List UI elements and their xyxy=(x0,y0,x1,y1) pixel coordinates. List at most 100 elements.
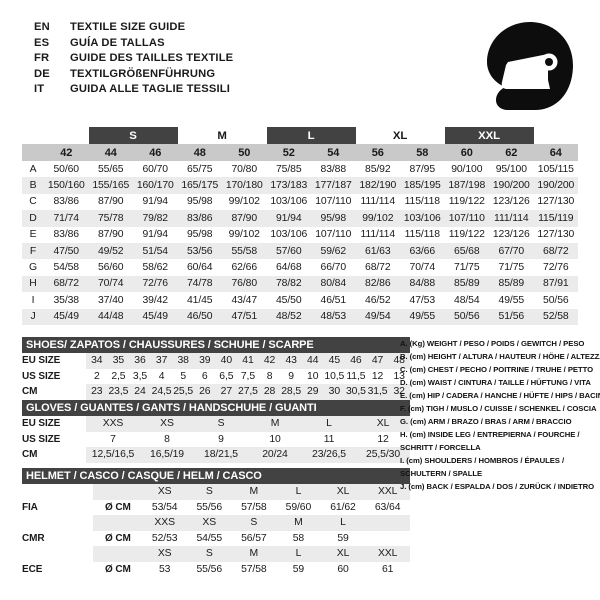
table-row: C 83/86 87/90 91/94 95/98 99/102 103/106 107/11… xyxy=(22,193,579,211)
size-cell: 10 xyxy=(301,368,324,384)
size-cell: XXS xyxy=(86,416,140,432)
measurement-cell: 95/98 xyxy=(177,193,222,211)
size-cell: 40 xyxy=(215,353,238,369)
unit-cell: Ø CM xyxy=(93,499,143,515)
measurement-cell: 47/51 xyxy=(222,308,267,325)
measurement-cell: 119/122 xyxy=(444,193,490,211)
size-number-cell: 64 xyxy=(533,144,579,161)
size-cell: 47 xyxy=(366,353,389,369)
helmet-table: HELMET / CASCO / CASQUE / HELM / CASCO XS… xyxy=(22,468,410,577)
row-label-empty xyxy=(22,515,94,531)
measurement-cell: 80/84 xyxy=(311,275,356,293)
measurement-cell: 187/198 xyxy=(444,177,490,194)
size-cell: 34 xyxy=(86,353,108,369)
measurement-table: S M L XL XXL 42 44 46 48 50 52 54 56 58 60 62 64 A 50/60… xyxy=(22,127,579,325)
table-row: H 68/72 70/74 72/76 74/78 76/80 78/82 80/84 82/8… xyxy=(22,275,579,293)
size-band-xl: XL xyxy=(355,127,445,144)
section-header-label: HELMET / CASCO / CASQUE / HELM / CASCO xyxy=(22,468,410,484)
measurement-cell: 182/190 xyxy=(355,177,401,194)
table-row: F 47/50 49/52 51/54 53/56 55/58 57/60 59/62 61/6… xyxy=(22,242,579,260)
measurement-cell: 107/110 xyxy=(311,193,356,211)
size-cell: 41 xyxy=(237,353,259,369)
size-cell: 25,5 xyxy=(172,384,194,400)
unit-cell: Ø CM xyxy=(93,530,143,546)
racing-helmet-icon xyxy=(478,18,582,118)
measurement-cell: 58/62 xyxy=(133,259,178,276)
measurement-cell: 65/75 xyxy=(177,161,222,178)
size-number-cell: 48 xyxy=(177,144,222,161)
section-header-row: SHOES/ ZAPATOS / CHAUSSURES / SCHUHE / S… xyxy=(22,337,411,353)
measurement-cell: 70/74 xyxy=(400,259,445,276)
measurement-cell: 55/58 xyxy=(222,242,267,260)
helmet-size-cell xyxy=(365,515,410,531)
measurement-cell: 105/115 xyxy=(533,161,579,178)
row-label: EU SIZE xyxy=(22,353,86,369)
measurement-cell: 83/86 xyxy=(44,193,89,211)
size-cell: 2 xyxy=(86,368,108,384)
size-cell: 11 xyxy=(302,431,356,447)
table-row: CM 23 23,5 24 24,5 25,5 26 27 27,5 28 28,5 29 30 30,5… xyxy=(22,384,411,400)
measurement-cell: 68/72 xyxy=(355,259,401,276)
helmet-value-cell: 52/53 xyxy=(142,530,187,546)
measurement-cell: 95/98 xyxy=(177,226,222,243)
size-number-cell: 62 xyxy=(489,144,534,161)
legend-item-b: B. (cm) HEIGHT / ALTURA / HAUTEUR / HÖHE… xyxy=(400,352,600,361)
table-row: D 71/74 75/78 79/82 83/86 87/90 91/94 95/98 99/1… xyxy=(22,210,579,227)
measurement-cell: 72/76 xyxy=(133,275,178,293)
size-cell: 8 xyxy=(140,431,194,447)
row-key-f: F xyxy=(22,242,44,260)
measurement-cell: 50/60 xyxy=(44,161,89,178)
size-cell: 11,5 xyxy=(345,368,367,384)
measurement-cell: 43/47 xyxy=(222,292,267,309)
size-cell: 10 xyxy=(248,431,302,447)
gloves-table: GLOVES / GUANTES / GANTS / HANDSCHUHE / … xyxy=(22,400,411,463)
measurement-cell: 68/72 xyxy=(533,242,579,260)
helmet-value-cell: 59 xyxy=(320,530,366,546)
measurement-cell: 99/102 xyxy=(222,226,267,243)
helmet-value-cell: 53 xyxy=(142,561,187,577)
measurement-cell: 87/90 xyxy=(222,210,267,227)
size-cell: 35 xyxy=(107,353,130,369)
size-cell: 48 xyxy=(388,353,411,369)
measurement-cell: 190/200 xyxy=(489,177,534,194)
measurement-cell: 177/187 xyxy=(311,177,356,194)
helmet-value-cell: 57/58 xyxy=(231,499,277,515)
standard-label-fia: FIA xyxy=(22,499,94,515)
measurement-cell: 48/52 xyxy=(266,308,312,325)
measurement-cell: 83/88 xyxy=(311,161,356,178)
table-row: E 83/86 87/90 91/94 95/98 99/102 103/106 107/11… xyxy=(22,226,579,243)
table-row: B 150/160 155/165 160/170 165/175 170/180 173/… xyxy=(22,177,579,194)
title-block: EN TEXTILE SIZE GUIDE ES GUÍA DE TALLAS FR GU… xyxy=(34,20,233,98)
title-language-code: EN xyxy=(34,21,50,33)
size-cell: 37 xyxy=(150,353,173,369)
measurement-cell: 76/80 xyxy=(222,275,267,293)
size-band-s: S xyxy=(88,127,178,144)
row-label-empty xyxy=(22,484,94,500)
measurement-cell: 57/60 xyxy=(266,242,312,260)
size-cell: 25,5/30 xyxy=(356,447,411,463)
legend-item-h: H. (cm) INSIDE LEG / ENTREPIERNA / FOURC… xyxy=(400,430,580,452)
measurement-cell: 107/110 xyxy=(444,210,490,227)
size-cell: 36 xyxy=(129,353,151,369)
measurement-cell: 115/118 xyxy=(400,226,445,243)
helmet-size-row: XS S M L XL XXL xyxy=(22,546,410,562)
measurement-cell: 160/170 xyxy=(133,177,178,194)
size-band-m: M xyxy=(177,127,267,144)
measurement-cell: 48/53 xyxy=(311,308,356,325)
measurement-cell: 67/70 xyxy=(489,242,534,260)
measurement-cell: 103/106 xyxy=(266,193,312,211)
size-cell: 46 xyxy=(345,353,367,369)
size-cell: S xyxy=(194,416,248,432)
title-language-code: FR xyxy=(34,52,50,65)
helmet-size-cell: M xyxy=(231,484,277,500)
helmet-value-cell: 58 xyxy=(276,530,321,546)
measurement-cell: 123/126 xyxy=(489,226,534,243)
measurement-cell: 71/75 xyxy=(489,259,534,276)
helmet-size-cell: M xyxy=(231,546,277,562)
helmet-size-cell: S xyxy=(186,546,232,562)
size-cell: 12 xyxy=(366,368,389,384)
measurement-cell: 87/90 xyxy=(88,226,133,243)
section-header-label: SHOES/ ZAPATOS / CHAUSSURES / SCHUHE / S… xyxy=(22,337,411,353)
measurement-cell: 84/88 xyxy=(400,275,445,293)
section-header-row: GLOVES / GUANTES / GANTS / HANDSCHUHE / … xyxy=(22,400,411,416)
